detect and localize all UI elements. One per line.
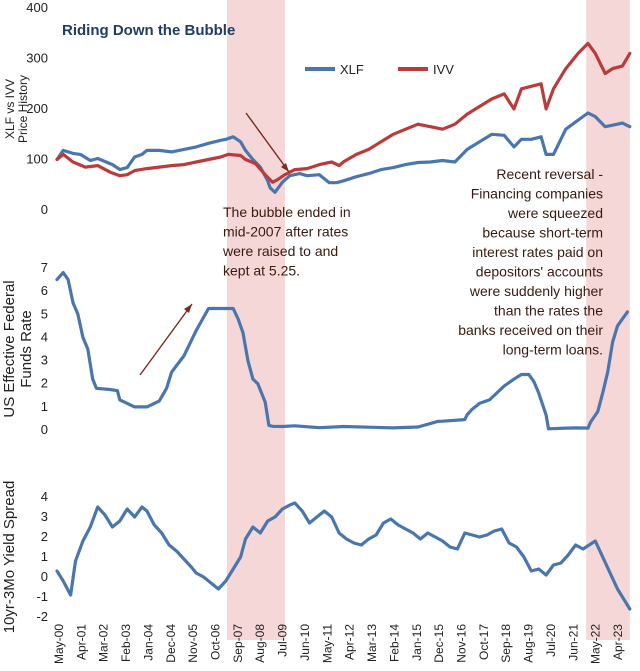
x-tick-label: Jun-21 xyxy=(566,624,580,661)
y-tick-label: 7 xyxy=(41,260,48,275)
x-tick-label: Oct-06 xyxy=(209,624,223,660)
x-tick-label: Apr-01 xyxy=(74,624,88,660)
y-tick-label: 300 xyxy=(26,51,48,66)
x-tick-label: Apr-23 xyxy=(611,624,625,660)
y-tick-label: 2 xyxy=(41,376,48,391)
x-tick-label: May-00 xyxy=(52,624,66,664)
x-tick-label: Jan-04 xyxy=(141,624,155,661)
x-tick-label: Sep-07 xyxy=(231,624,245,663)
series-line-xlf xyxy=(55,111,632,194)
y-tick-label: 0 xyxy=(41,569,48,584)
bubble-arrow-icon xyxy=(245,112,290,173)
panel-1: 0 1 2 3 4 5 6 7 US Effective FederalFunds Rate xyxy=(1,260,630,437)
panel-0: 0 100 200 300 400 XLF vs IVVPrice History xyxy=(3,0,632,217)
annotation-line: depositors' accounts xyxy=(476,264,603,280)
annotation-line: Recent reversal - xyxy=(496,166,603,182)
x-tick-label: Dec-15 xyxy=(432,624,446,663)
chart-title: Riding Down the Bubble xyxy=(62,22,235,39)
y-axis-label: 10yr-3Mo Yield Spread xyxy=(1,481,18,634)
annotation-line: than the rates the xyxy=(494,303,603,319)
annotation-line: long-term loans. xyxy=(503,342,603,358)
y-tick-label: 100 xyxy=(26,152,48,167)
y-tick-label: 0 xyxy=(41,422,48,437)
annotation-line: The bubble ended in xyxy=(223,204,351,220)
x-tick-label: Jun-10 xyxy=(298,624,312,661)
x-tick-label: Sep-18 xyxy=(499,624,513,663)
bubble-arrowhead-icon xyxy=(281,163,289,172)
rate-rise-arrow-icon xyxy=(139,303,193,376)
y-tick-label: 1 xyxy=(41,549,48,564)
y-tick-label: 5 xyxy=(41,306,48,321)
annotation-line: because short-term xyxy=(482,225,603,241)
y-tick-label: 1 xyxy=(41,399,48,414)
x-tick-label: Jul-09 xyxy=(276,624,290,657)
x-tick-label: Jan-15 xyxy=(410,624,424,661)
x-tick-label: Jul-20 xyxy=(544,624,558,657)
x-tick-label: May-22 xyxy=(589,624,603,664)
x-tick-label: Aug-19 xyxy=(522,624,536,663)
y-axis-label-line: Price History xyxy=(16,75,30,143)
annotation-line: kept at 5.25. xyxy=(223,263,300,279)
annotation-line: were squeezed xyxy=(507,205,603,221)
series-line-ivv xyxy=(55,41,632,184)
y-tick-label: 0 xyxy=(41,202,48,217)
legend: XLF IVV xyxy=(305,62,454,77)
y-axis-label-line: Funds Rate xyxy=(18,310,35,388)
annotations: The bubble ended in mid-2007 after rates w… xyxy=(139,112,603,376)
x-tick-label: Apr-12 xyxy=(343,624,357,660)
y-tick-label: 4 xyxy=(41,329,48,344)
y-axis-label-line: US Effective Federal xyxy=(1,280,18,417)
y-tick-label: -2 xyxy=(36,609,48,624)
series-line-panel1 xyxy=(55,271,630,431)
annotation-line: were suddenly higher xyxy=(469,283,603,299)
annotation-line: were raised to and xyxy=(222,243,338,259)
shaded-period-0 xyxy=(227,0,285,640)
y-tick-label: 6 xyxy=(41,283,48,298)
y-tick-label: 400 xyxy=(26,0,48,15)
x-axis: May-00 Apr-01 Mar-02 Feb-03 Jan-04 Dec-04 Nov-… xyxy=(52,624,625,664)
x-tick-label: Oct-17 xyxy=(477,624,491,660)
shaded-periods xyxy=(227,0,630,640)
chart-panels: 0 100 200 300 400 XLF vs IVVPrice History 0 1 2 3… xyxy=(1,0,632,634)
y-tick-label: 3 xyxy=(41,353,48,368)
y-tick-label: 3 xyxy=(41,509,48,524)
y-axis-label-line: XLF vs IVV xyxy=(3,79,17,139)
annotation-line: mid-2007 after rates xyxy=(223,224,348,240)
y-axis-label: XLF vs IVVPrice History xyxy=(3,75,30,143)
y-tick-label: 2 xyxy=(41,529,48,544)
y-tick-label: 200 xyxy=(26,101,48,116)
x-tick-label: May-11 xyxy=(320,624,334,663)
rate-rise-arrowhead-icon xyxy=(184,304,192,313)
x-tick-label: Nov-05 xyxy=(186,624,200,663)
x-tick-label: Dec-04 xyxy=(164,624,178,663)
y-axis-label-line: 10yr-3Mo Yield Spread xyxy=(1,481,18,634)
reversal-annotation: Recent reversal - Financing companies were… xyxy=(458,166,603,358)
legend-ivv-label: IVV xyxy=(433,62,454,77)
annotation-line: Financing companies xyxy=(471,186,603,202)
annotation-line: interest rates paid on xyxy=(472,244,603,260)
panel-2: -2 -1 0 1 2 3 4 10yr-3Mo Yield Spread xyxy=(1,481,632,634)
x-tick-label: Aug-08 xyxy=(253,624,267,663)
y-axis-label: US Effective FederalFunds Rate xyxy=(1,280,35,417)
bubble-annotation: The bubble ended in mid-2007 after rates w… xyxy=(222,204,351,279)
x-tick-label: Nov-16 xyxy=(454,624,468,663)
x-tick-label: Mar-02 xyxy=(97,624,111,662)
x-tick-label: Feb-03 xyxy=(119,624,133,662)
x-tick-label: Feb-14 xyxy=(387,624,401,662)
y-tick-label: -1 xyxy=(36,589,48,604)
x-tick-label: Mar-13 xyxy=(365,624,379,662)
y-tick-label: 4 xyxy=(41,489,48,504)
series-line-panel2 xyxy=(55,501,632,611)
annotation-line: banks received on their xyxy=(458,322,603,338)
legend-xlf-label: XLF xyxy=(340,62,364,77)
